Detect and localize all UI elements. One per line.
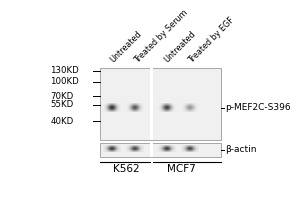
Text: Untreated: Untreated <box>108 30 143 65</box>
Text: K562: K562 <box>112 164 139 174</box>
Bar <box>100 143 221 157</box>
Text: 70KD: 70KD <box>50 92 74 101</box>
Text: 100KD: 100KD <box>50 77 79 86</box>
Text: Treated by Serum: Treated by Serum <box>132 8 189 65</box>
Bar <box>150 68 153 140</box>
Text: 55KD: 55KD <box>50 100 74 109</box>
Text: Untreated: Untreated <box>163 30 198 65</box>
Text: p-MEF2C-S396: p-MEF2C-S396 <box>225 103 290 112</box>
Bar <box>100 68 221 140</box>
Bar <box>150 143 153 157</box>
Text: 130KD: 130KD <box>50 66 79 75</box>
Text: MCF7: MCF7 <box>167 164 196 174</box>
Text: Treated by EGF: Treated by EGF <box>187 15 236 65</box>
Text: 40KD: 40KD <box>50 117 74 126</box>
Text: β-actin: β-actin <box>225 145 256 154</box>
